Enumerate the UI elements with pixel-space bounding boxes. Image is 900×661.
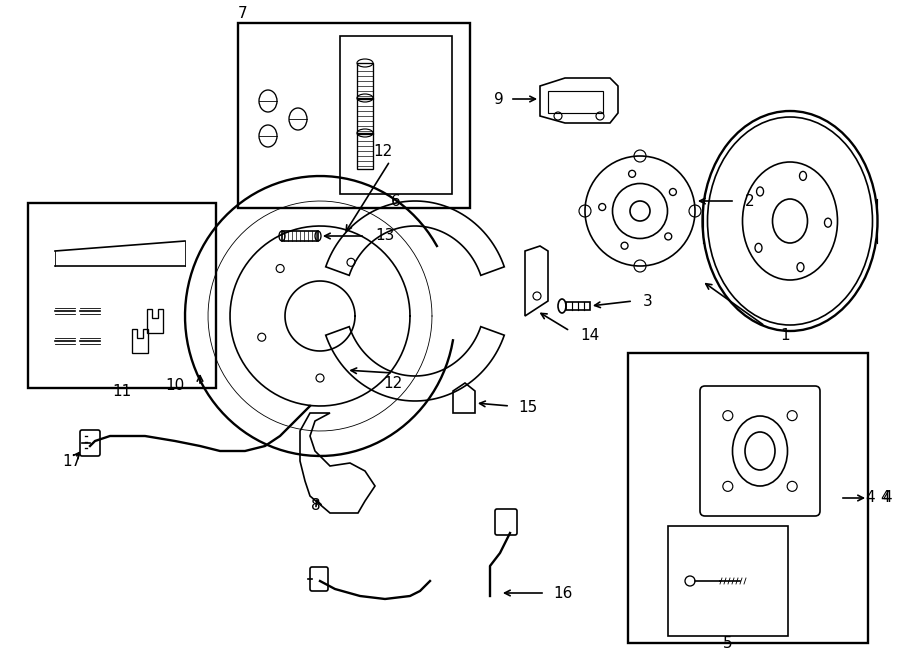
Bar xyxy=(566,302,590,310)
Bar xyxy=(357,98,373,134)
Text: 10: 10 xyxy=(166,379,184,393)
Text: 9: 9 xyxy=(494,91,504,106)
Bar xyxy=(340,36,452,194)
Bar xyxy=(668,526,788,636)
Ellipse shape xyxy=(670,188,677,196)
Text: 12: 12 xyxy=(374,143,392,159)
Ellipse shape xyxy=(628,171,635,177)
Ellipse shape xyxy=(598,204,606,210)
Bar xyxy=(357,133,373,169)
Ellipse shape xyxy=(665,233,671,240)
Text: 3: 3 xyxy=(643,293,652,309)
Bar xyxy=(238,23,470,208)
Text: 2: 2 xyxy=(745,194,754,208)
Bar xyxy=(548,91,603,113)
Bar xyxy=(357,63,373,99)
Text: 13: 13 xyxy=(375,229,394,243)
Text: 17: 17 xyxy=(62,453,82,469)
Text: 4: 4 xyxy=(866,490,875,506)
Text: 4: 4 xyxy=(882,490,892,506)
Text: 6: 6 xyxy=(392,194,400,208)
Text: 11: 11 xyxy=(112,383,131,399)
Text: 14: 14 xyxy=(580,327,599,342)
Text: 4: 4 xyxy=(880,490,889,506)
Text: 1: 1 xyxy=(780,329,790,344)
Text: 8: 8 xyxy=(311,498,320,514)
Bar xyxy=(28,203,216,388)
Text: 7: 7 xyxy=(238,5,248,20)
Text: 12: 12 xyxy=(383,375,402,391)
Text: 15: 15 xyxy=(518,401,537,416)
Text: 5: 5 xyxy=(724,635,733,650)
Bar xyxy=(282,231,318,241)
Text: 16: 16 xyxy=(553,586,572,602)
Ellipse shape xyxy=(621,242,628,249)
Bar xyxy=(628,353,868,643)
